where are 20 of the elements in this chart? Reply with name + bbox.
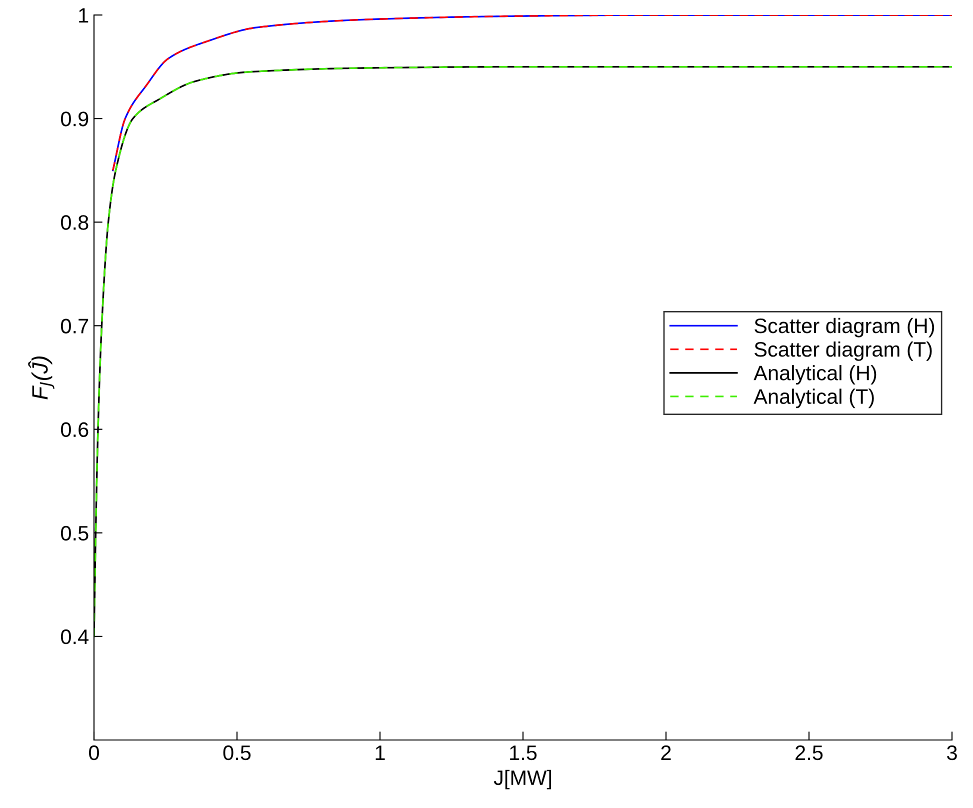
x-tick-label: 1 bbox=[376, 746, 385, 760]
x-tick-label: 2.5 bbox=[796, 745, 823, 760]
y-tick-label: 0.8 bbox=[60, 215, 88, 230]
legend-label: Analytical (T) bbox=[754, 388, 874, 408]
x-tick-label: 3 bbox=[947, 745, 957, 760]
legend-label: Analytical (H) bbox=[754, 365, 876, 385]
y-tick-label: 0.5 bbox=[60, 526, 88, 541]
y-tick-label: 0.7 bbox=[60, 318, 88, 334]
x-tick-label: 0.5 bbox=[223, 745, 251, 760]
y-tick-label: 0.4 bbox=[60, 629, 89, 644]
legend-label: Scatter diagram (T) bbox=[754, 341, 932, 361]
y-tick-label: 1 bbox=[79, 8, 88, 23]
x-axis-title: J[MW] bbox=[494, 770, 552, 790]
y-tick-label: 0.6 bbox=[60, 422, 88, 438]
x-tick-label: 1.5 bbox=[510, 746, 537, 760]
x-tick-label: 2 bbox=[661, 745, 671, 760]
y-tick-label: 0.9 bbox=[60, 112, 88, 126]
x-tick-label: 0 bbox=[89, 745, 99, 760]
legend-label: Scatter diagram (H) bbox=[754, 318, 934, 338]
y-axis-title: F$_{J}$(Ĵ) bbox=[28, 356, 54, 400]
